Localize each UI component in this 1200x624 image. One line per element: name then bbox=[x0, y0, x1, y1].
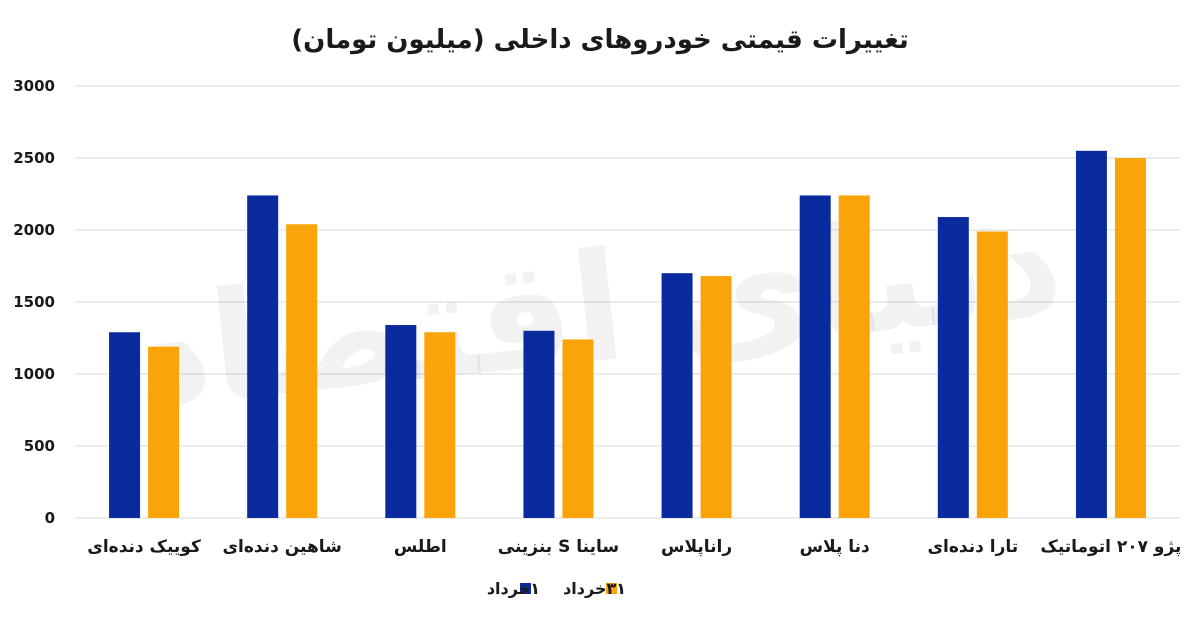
x-category-label: پژو ۲۰۷ اتوماتیک bbox=[1040, 537, 1181, 557]
bar-series-1 bbox=[109, 332, 141, 518]
bar-series-2 bbox=[286, 224, 318, 519]
bar-series-1 bbox=[247, 195, 279, 518]
y-tick-label: 1000 bbox=[13, 365, 55, 383]
bar-series-2 bbox=[148, 346, 180, 518]
legend-label: ۳۱خرداد bbox=[563, 579, 626, 598]
y-axis-ticks: 0 500 1000 1500 2000 2500 3000 bbox=[13, 77, 55, 527]
bar-series-1 bbox=[937, 217, 969, 519]
x-category-label: ساینا S بنزینی bbox=[498, 537, 619, 557]
bar-series-2 bbox=[976, 231, 1008, 518]
x-category-label: شاهین دنده‌ای bbox=[222, 537, 341, 557]
legend-swatch bbox=[520, 583, 531, 594]
y-tick-label: 3000 bbox=[13, 77, 55, 95]
x-category-label: راناپلاس bbox=[661, 537, 732, 557]
bar-series-1 bbox=[523, 330, 555, 518]
bars bbox=[109, 150, 1146, 519]
bar-series-2 bbox=[838, 195, 870, 518]
bar-series-2 bbox=[700, 276, 732, 518]
x-category-label: دنا پلاس bbox=[800, 537, 870, 557]
chart-title: تغییرات قیمتی خودروهای داخلی (میلیون توم… bbox=[291, 25, 908, 55]
y-tick-label: 1500 bbox=[13, 293, 55, 311]
bar-series-2 bbox=[1114, 158, 1146, 518]
x-category-label: اطلس bbox=[394, 537, 447, 557]
legend: ۳۱خرداد ۱خرداد bbox=[487, 579, 626, 598]
y-tick-label: 2500 bbox=[13, 149, 55, 167]
bar-series-1 bbox=[661, 273, 693, 518]
y-tick-label: 500 bbox=[24, 437, 55, 455]
bar-series-1 bbox=[1075, 150, 1107, 519]
y-tick-label: 2000 bbox=[13, 221, 55, 239]
bar-series-2 bbox=[562, 339, 594, 518]
legend-label: ۱خرداد bbox=[487, 579, 540, 598]
bar-series-1 bbox=[385, 325, 417, 518]
y-tick-label: 0 bbox=[45, 509, 55, 527]
bar-series-1 bbox=[799, 195, 831, 518]
bar-series-2 bbox=[424, 332, 456, 518]
x-axis-categories: کوییک دنده‌ای شاهین دنده‌ای اطلس ساینا S بن… bbox=[87, 537, 1181, 557]
x-category-label: تارا دنده‌ای bbox=[927, 537, 1018, 557]
x-category-label: کوییک دنده‌ای bbox=[87, 537, 201, 557]
legend-swatch bbox=[606, 583, 617, 594]
